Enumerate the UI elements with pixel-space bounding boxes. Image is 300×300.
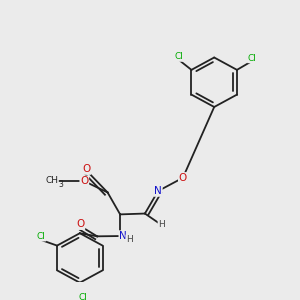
Text: N: N <box>119 231 127 241</box>
Text: H: H <box>158 220 165 229</box>
Text: 3: 3 <box>58 179 64 188</box>
Text: Cl: Cl <box>37 232 46 241</box>
Text: Cl: Cl <box>175 52 183 61</box>
Text: O: O <box>179 173 187 183</box>
Text: O: O <box>76 219 85 229</box>
Text: Cl: Cl <box>78 293 87 300</box>
Text: O: O <box>82 164 91 174</box>
Text: N: N <box>154 186 162 196</box>
Text: CH: CH <box>45 176 58 185</box>
Text: Cl: Cl <box>248 54 256 63</box>
Text: O: O <box>80 176 88 186</box>
Text: H: H <box>126 235 133 244</box>
